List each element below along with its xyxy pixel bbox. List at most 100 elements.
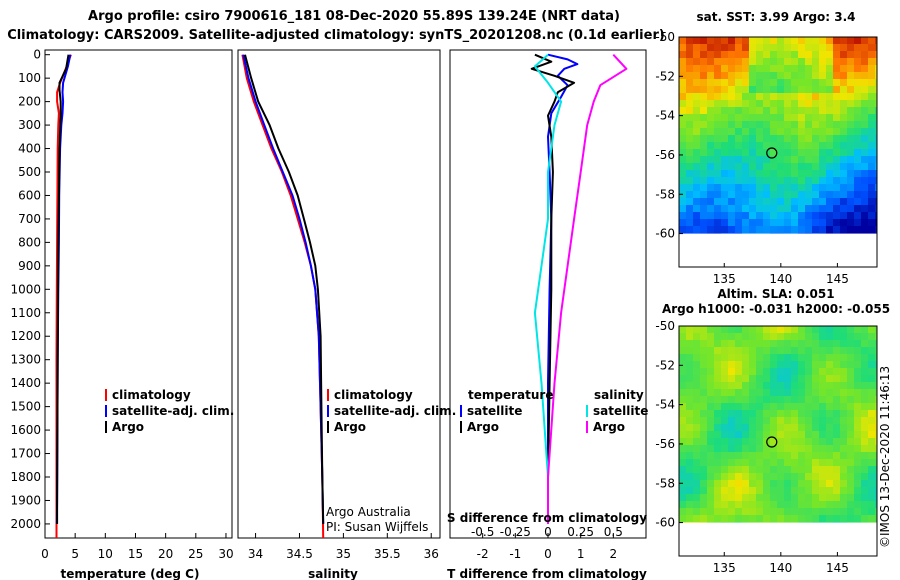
map-cell	[777, 184, 784, 191]
map-cell	[700, 107, 707, 114]
lon-tick-label: 135	[713, 561, 736, 575]
depth-tick-label: 800	[18, 235, 41, 249]
map-cell	[784, 368, 791, 375]
map-cell	[686, 142, 693, 149]
map-cell	[763, 487, 770, 494]
map-cell	[784, 347, 791, 354]
map-cell	[798, 191, 805, 198]
map-cell	[819, 121, 826, 128]
map-cell	[728, 438, 735, 445]
map-cell	[728, 170, 735, 177]
map-cell	[728, 459, 735, 466]
map-cell	[805, 65, 812, 72]
map-cell	[861, 466, 868, 473]
map-cell	[798, 149, 805, 156]
map-cell	[868, 494, 875, 501]
map-cell	[693, 156, 700, 163]
map-cell	[742, 515, 749, 522]
map-cell	[721, 44, 728, 51]
depth-tick-label: 1300	[10, 353, 41, 367]
map-cell	[686, 219, 693, 226]
map-cell	[875, 121, 877, 128]
map-cell	[826, 382, 833, 389]
map-cell	[791, 135, 798, 142]
map-cell	[721, 445, 728, 452]
map-cell	[679, 389, 686, 396]
map-cell	[693, 191, 700, 198]
map-cell	[875, 107, 877, 114]
map-cell	[861, 191, 868, 198]
map-cell	[833, 403, 840, 410]
map-cell	[868, 410, 875, 417]
map-cell	[847, 424, 854, 431]
map-cell	[854, 135, 861, 142]
x-tick-label: 2	[610, 547, 618, 561]
map-cell	[840, 177, 847, 184]
map-cell	[791, 515, 798, 522]
map-cell	[875, 58, 877, 65]
map-cell	[847, 219, 854, 226]
map-cell	[875, 508, 877, 515]
map-cell	[721, 375, 728, 382]
map-cell	[791, 100, 798, 107]
map-cell	[819, 508, 826, 515]
series-line-argo	[56, 54, 70, 524]
map-cell	[707, 86, 714, 93]
map-cell	[686, 438, 693, 445]
map-cell	[742, 452, 749, 459]
map-cell	[812, 333, 819, 340]
map-cell	[805, 347, 812, 354]
map-cell	[861, 135, 868, 142]
map-cell	[854, 326, 861, 333]
map-cell	[805, 51, 812, 58]
map-cell	[742, 205, 749, 212]
map-cell	[777, 114, 784, 121]
legend-label-satellite: satellite-adj. clim.	[334, 404, 456, 418]
map-cell	[875, 417, 877, 424]
map-cell	[728, 473, 735, 480]
map-cell	[728, 44, 735, 51]
map-cell	[714, 205, 721, 212]
map-cell	[833, 37, 840, 44]
map-cell	[756, 170, 763, 177]
legend-label-temp-argo: Argo	[467, 420, 499, 434]
map-cell	[742, 438, 749, 445]
map-cell	[777, 389, 784, 396]
map-cell	[861, 326, 868, 333]
map-cell	[854, 170, 861, 177]
map-cell	[777, 452, 784, 459]
map-cell	[840, 107, 847, 114]
map-cell	[805, 340, 812, 347]
map-cell	[777, 44, 784, 51]
map-cell	[700, 389, 707, 396]
map-cell	[819, 466, 826, 473]
map-cell	[805, 114, 812, 121]
map-cell	[721, 58, 728, 65]
map-cell	[854, 44, 861, 51]
map-cell	[721, 72, 728, 79]
map-cell	[721, 459, 728, 466]
map-cell	[861, 198, 868, 205]
map-cell	[742, 135, 749, 142]
map-cell	[812, 107, 819, 114]
map-cell	[868, 135, 875, 142]
map-cell	[861, 205, 868, 212]
map-cell	[854, 494, 861, 501]
map-cell	[686, 44, 693, 51]
map-cell	[756, 114, 763, 121]
map-cell	[721, 51, 728, 58]
map-cell	[798, 389, 805, 396]
map-cell	[868, 107, 875, 114]
series-line-argo	[244, 54, 325, 524]
map-cell	[847, 417, 854, 424]
map-cell	[840, 93, 847, 100]
map-cell	[826, 121, 833, 128]
map-cell	[735, 51, 742, 58]
map-cell	[749, 487, 756, 494]
map-cell	[728, 72, 735, 79]
map-cell	[798, 205, 805, 212]
map-cell	[854, 466, 861, 473]
map-cell	[749, 389, 756, 396]
map-cell	[763, 445, 770, 452]
map-cell	[784, 121, 791, 128]
